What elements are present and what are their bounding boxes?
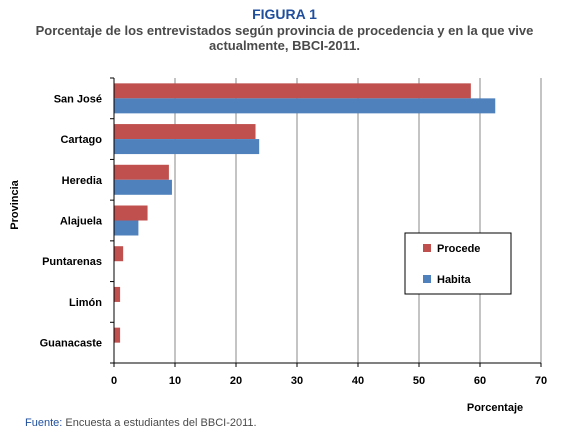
legend: Procede Habita (404, 232, 512, 295)
bar-procede (114, 164, 169, 180)
legend-box (404, 232, 512, 295)
axes (110, 77, 542, 367)
source-note: Fuente: Encuesta a estudiantes del BBCI-… (25, 417, 257, 429)
x-axis-label: Porcentaje (467, 402, 523, 414)
category-label: Heredia (62, 175, 103, 187)
chart-title: Porcentaje de los entrevistados según pr… (35, 23, 534, 53)
legend-label-procede: Procede (437, 243, 480, 255)
category-label: Limón (69, 297, 102, 309)
bar-habita (114, 220, 139, 236)
bar-procede (114, 246, 124, 262)
category-label: San José (54, 93, 102, 105)
bar-habita (114, 98, 496, 114)
x-tick-label: 40 (352, 375, 364, 387)
source-text: Encuesta a estudiantes del BBCI-2011. (62, 417, 257, 429)
bar-procede (114, 83, 471, 99)
source-label: Fuente: (25, 417, 63, 429)
legend-label-habita: Habita (437, 274, 472, 286)
legend-swatch-habita (423, 275, 431, 283)
x-tick-label: 0 (111, 375, 117, 387)
bar-procede (114, 327, 121, 343)
x-tick-label: 60 (474, 375, 486, 387)
x-tick-label: 30 (291, 375, 303, 387)
bars (114, 83, 496, 343)
bar-procede (114, 124, 256, 140)
bar-procede (114, 286, 121, 302)
bar-habita (114, 139, 260, 155)
y-axis-label: Provincia (9, 179, 21, 229)
x-tick-label: 20 (230, 375, 242, 387)
legend-swatch-procede (423, 244, 431, 252)
x-tick-label: 70 (535, 375, 547, 387)
category-label: Alajuela (60, 216, 103, 228)
category-label: Cartago (60, 134, 102, 146)
figure-label: FIGURA 1 (252, 6, 317, 22)
x-tick-label: 10 (169, 375, 181, 387)
bar-habita (114, 179, 172, 195)
category-labels: San José Cartago Heredia Alajuela Puntarenas… (40, 93, 103, 349)
x-tick-label: 50 (413, 375, 425, 387)
bar-procede (114, 205, 148, 221)
category-label: Puntarenas (42, 256, 102, 268)
x-tick-labels: 0 10 20 30 40 50 60 70 (111, 375, 547, 387)
gridlines (174, 78, 542, 363)
category-label: Guanacaste (40, 338, 102, 350)
